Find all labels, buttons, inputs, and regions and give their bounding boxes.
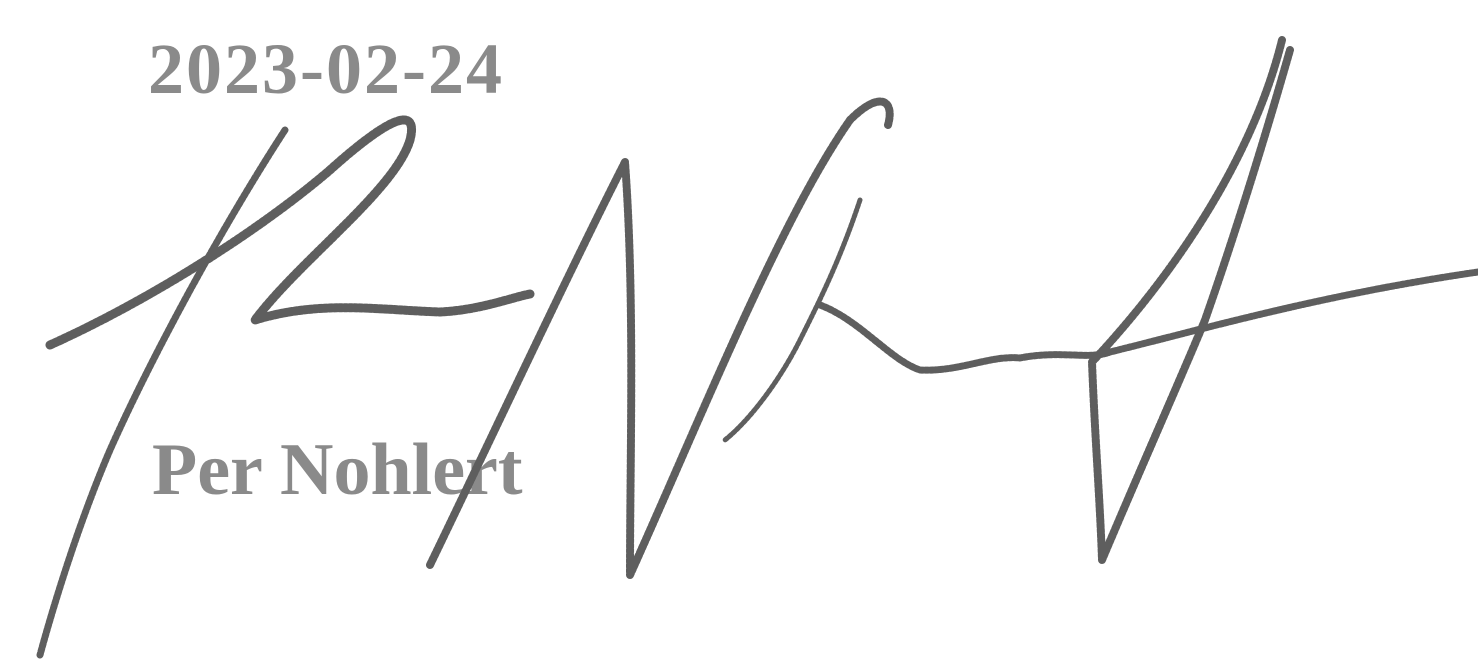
stroke [1088,36,1294,564]
stroke [36,126,289,659]
signature-date: 2023-02-24 [148,29,504,109]
signature [36,36,1478,659]
stroke [45,115,535,350]
stroke [816,268,1478,374]
stroke [426,97,894,579]
stroke [722,197,863,443]
